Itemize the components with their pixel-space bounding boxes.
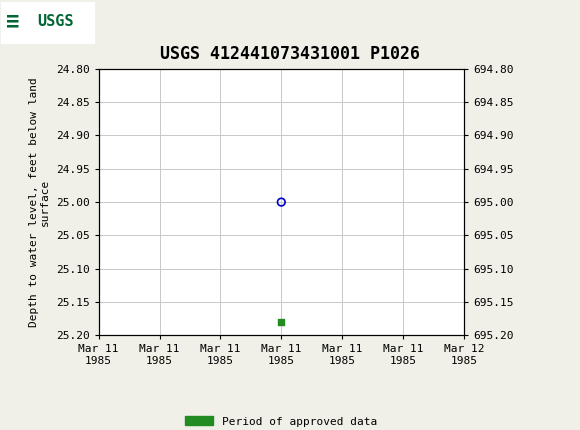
Y-axis label: Depth to water level, feet below land
surface: Depth to water level, feet below land su… <box>28 77 50 327</box>
Point <box>277 199 286 206</box>
Point <box>277 319 286 326</box>
Legend: Period of approved data: Period of approved data <box>181 412 382 430</box>
Text: USGS 412441073431001 P1026: USGS 412441073431001 P1026 <box>160 45 420 63</box>
Text: ≡: ≡ <box>6 12 19 32</box>
FancyBboxPatch shape <box>1 2 94 43</box>
Text: USGS: USGS <box>38 14 74 29</box>
